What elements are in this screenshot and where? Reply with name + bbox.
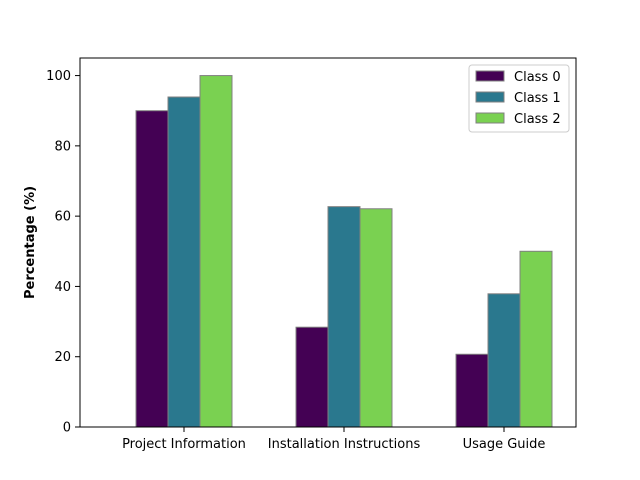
bar-class-1-usage-guide — [487, 293, 521, 428]
bar-class-1-installation-instructions — [327, 206, 361, 428]
plot-frame — [79, 57, 577, 428]
y-axis-label: Percentage (%) — [23, 186, 38, 299]
legend-swatch-class-0 — [475, 70, 505, 82]
legend-swatch-class-2 — [475, 112, 505, 124]
y-tick-label: 0 — [63, 421, 71, 436]
bar-class-2-project-information — [199, 75, 233, 428]
y-tick-label: 40 — [54, 280, 71, 295]
bar-class-0-project-information — [135, 110, 169, 428]
legend: Class 0 Class 1 Class 2 — [468, 64, 570, 133]
y-tick-label: 80 — [54, 139, 71, 154]
y-tick-label: 60 — [54, 210, 71, 225]
x-axis: Project Information Installation Instruct… — [122, 427, 545, 452]
bar-class-1-project-information — [167, 96, 201, 428]
legend-swatch-class-1 — [475, 91, 505, 103]
bar-class-2-usage-guide — [519, 250, 553, 428]
y-tick-label: 20 — [54, 350, 71, 365]
legend-label-class-0: Class 0 — [514, 70, 561, 85]
bars-group — [135, 75, 553, 428]
legend-label-class-2: Class 2 — [514, 112, 561, 127]
bar-class-2-installation-instructions — [359, 208, 393, 428]
bar-class-0-usage-guide — [455, 353, 489, 428]
y-axis: 0 20 40 60 80 100 — [46, 69, 80, 436]
bar-class-0-installation-instructions — [295, 326, 329, 428]
x-tick-label: Installation Instructions — [268, 437, 421, 452]
legend-label-class-1: Class 1 — [514, 91, 561, 106]
y-tick-label: 100 — [46, 69, 71, 84]
x-tick-label: Usage Guide — [463, 437, 546, 452]
x-tick-label: Project Information — [122, 437, 246, 452]
